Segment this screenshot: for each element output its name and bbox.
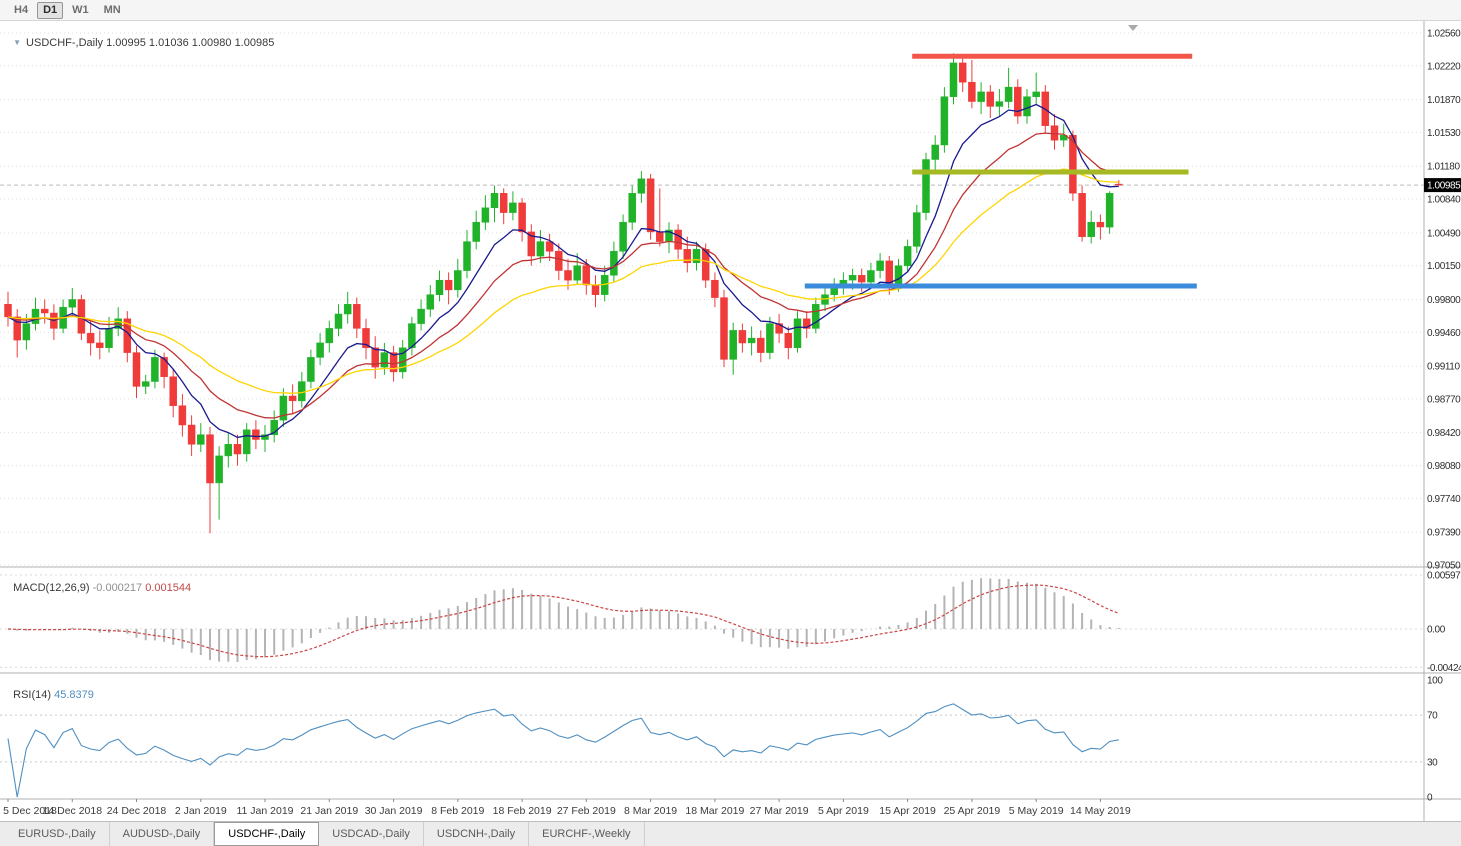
svg-text:0.00: 0.00 xyxy=(1427,625,1446,636)
chart-tab-eurchf-weekly[interactable]: EURCHF-,Weekly xyxy=(529,822,645,846)
svg-text:100: 100 xyxy=(1427,676,1443,687)
svg-text:30 Jan 2019: 30 Jan 2019 xyxy=(365,805,423,817)
svg-text:27 Mar 2019: 27 Mar 2019 xyxy=(750,805,809,817)
svg-text:27 Feb 2019: 27 Feb 2019 xyxy=(557,805,616,817)
svg-text:70: 70 xyxy=(1427,711,1438,722)
svg-text:0.97740: 0.97740 xyxy=(1427,494,1461,505)
chart-tab-audusd-daily[interactable]: AUDUSD-,Daily xyxy=(110,822,215,846)
chart-tab-usdcad-daily[interactable]: USDCAD-,Daily xyxy=(319,822,424,846)
bid-price-tag xyxy=(1424,178,1461,193)
svg-text:1.02220: 1.02220 xyxy=(1427,61,1461,72)
svg-text:1.02560: 1.02560 xyxy=(1427,29,1461,40)
svg-text:1.00490: 1.00490 xyxy=(1427,228,1461,239)
timeframe-button-h4[interactable]: H4 xyxy=(14,3,29,16)
svg-text:0.99460: 0.99460 xyxy=(1427,328,1461,339)
svg-text:0.98770: 0.98770 xyxy=(1427,394,1461,405)
svg-text:1.00985: 1.00985 xyxy=(1427,181,1461,192)
chart-tab-usdchf-daily[interactable]: USDCHF-,Daily xyxy=(214,822,320,846)
chart-tabs-bar: EURUSD-,Daily AUDUSD-,Daily USDCHF-,Daily U… xyxy=(0,821,1461,846)
svg-text:8 Mar 2019: 8 Mar 2019 xyxy=(624,805,677,817)
timeframe-button-w1[interactable]: W1 xyxy=(72,3,89,16)
svg-text:0.99800: 0.99800 xyxy=(1427,295,1461,306)
chart-tab-eurusd-daily[interactable]: EURUSD-,Daily xyxy=(5,822,110,846)
svg-text:-0.00424: -0.00424 xyxy=(1427,663,1461,674)
svg-text:1.00840: 1.00840 xyxy=(1427,195,1461,206)
svg-text:0.97390: 0.97390 xyxy=(1427,528,1461,539)
svg-text:15 Apr 2019: 15 Apr 2019 xyxy=(879,805,936,817)
timeframe-toolbar: H4 D1 W1 MN xyxy=(0,0,1461,21)
svg-text:14 May 2019: 14 May 2019 xyxy=(1070,805,1131,817)
svg-text:2 Jan 2019: 2 Jan 2019 xyxy=(175,805,227,817)
svg-text:1.01180: 1.01180 xyxy=(1427,162,1460,173)
svg-text:11 Jan 2019: 11 Jan 2019 xyxy=(236,805,293,817)
svg-text:0.99110: 0.99110 xyxy=(1427,362,1460,373)
svg-text:0.97050: 0.97050 xyxy=(1427,561,1461,572)
svg-text:5 Apr 2019: 5 Apr 2019 xyxy=(818,805,869,817)
svg-text:18 Mar 2019: 18 Mar 2019 xyxy=(685,805,744,817)
svg-text:0: 0 xyxy=(1427,793,1433,804)
svg-text:0.00597: 0.00597 xyxy=(1427,571,1461,582)
svg-text:5 Dec 2018: 5 Dec 2018 xyxy=(3,805,57,817)
timeframe-button-mn[interactable]: MN xyxy=(103,3,121,16)
chart-shift-marker xyxy=(1128,25,1138,31)
svg-text:14 Dec 2018: 14 Dec 2018 xyxy=(43,805,103,817)
chart-tab-usdcnh-daily[interactable]: USDCNH-,Daily xyxy=(424,822,530,846)
svg-text:25 Apr 2019: 25 Apr 2019 xyxy=(944,805,1001,817)
svg-text:30: 30 xyxy=(1427,757,1438,768)
svg-text:5 May 2019: 5 May 2019 xyxy=(1009,805,1064,817)
svg-text:0.98420: 0.98420 xyxy=(1427,428,1461,439)
timeframe-button-d1[interactable]: D1 xyxy=(37,1,64,19)
svg-text:1.00150: 1.00150 xyxy=(1427,261,1461,272)
svg-text:8 Feb 2019: 8 Feb 2019 xyxy=(431,805,484,817)
svg-text:18 Feb 2019: 18 Feb 2019 xyxy=(493,805,552,817)
svg-text:0.98080: 0.98080 xyxy=(1427,461,1461,472)
price-chart[interactable]: 1.02560 1.02220 1.01870 1.01530 1.01180 1.008… xyxy=(0,21,1461,821)
svg-text:1.01530: 1.01530 xyxy=(1427,128,1461,139)
svg-text:21 Jan 2019: 21 Jan 2019 xyxy=(300,805,358,817)
svg-text:24 Dec 2018: 24 Dec 2018 xyxy=(107,805,167,817)
svg-text:1.01870: 1.01870 xyxy=(1427,95,1461,106)
